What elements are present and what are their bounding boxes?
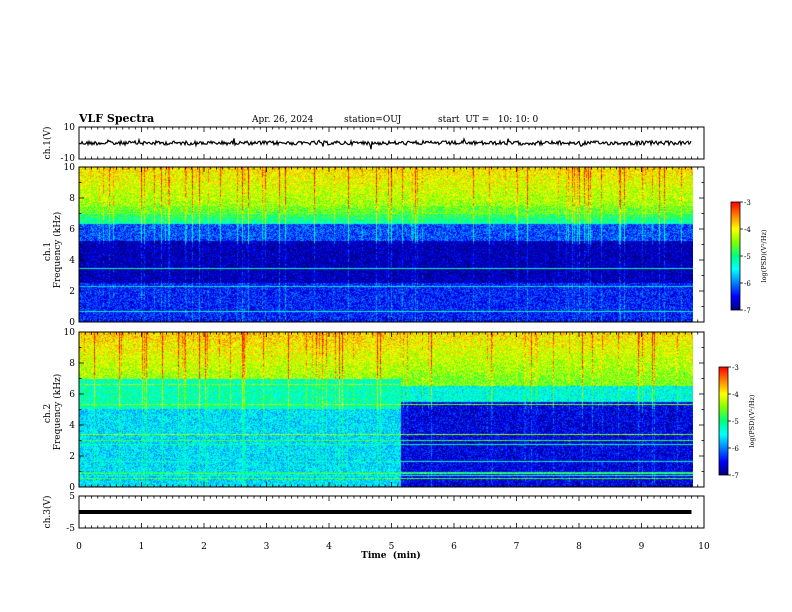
ch3-waveform-trace xyxy=(79,510,692,514)
ch2-cbtick--6: -6 xyxy=(732,445,739,453)
ch2-no-data-strip xyxy=(693,332,704,487)
ch1-spectrogram-frame xyxy=(78,166,705,323)
ch3-waveform-ylabel: ch.3(V) xyxy=(42,496,53,529)
date-label: Apr. 26, 2024 xyxy=(251,115,314,125)
x-tick-label-6: 6 xyxy=(451,542,457,552)
figure-title: VLF Spectra xyxy=(78,112,154,125)
ch2-spectrogram-ylabel: ch.2 Frequency (kHz) xyxy=(43,374,63,451)
ch1-ytick-top: 10 xyxy=(64,123,76,133)
x-tick-label-0: 0 xyxy=(76,542,82,552)
ch2-colorbar-ticks xyxy=(728,366,731,476)
ch1-waveform-frame xyxy=(78,126,705,160)
ch1-colorbar xyxy=(730,201,741,311)
panel-ch1-spectrogram: 0 2 4 6 8 10 ch.1 Frequency (kHz) -3 -4 … xyxy=(43,163,768,328)
ch1-ytick-6: 6 xyxy=(69,225,75,235)
ch1-colorbar-ticks xyxy=(740,201,743,311)
x-tick-label-8: 8 xyxy=(576,542,582,552)
start-time-label: start UT = 10: 10: 0 xyxy=(438,115,539,125)
ch1-cbtick--4: -4 xyxy=(744,226,751,234)
ch1-spectrogram-image xyxy=(79,167,704,322)
ch2-ytick-10: 10 xyxy=(64,328,76,338)
station-label: station=OUJ xyxy=(344,115,402,125)
x-tick-label-4: 4 xyxy=(326,542,332,552)
ch2-colorbar xyxy=(718,366,729,476)
ch1-ytick-4: 4 xyxy=(69,256,75,266)
ch2-spectrogram-image xyxy=(79,332,704,487)
x-axis-tick-labels: 0 1 2 3 4 5 6 7 8 9 10 xyxy=(76,542,710,552)
ch2-ytick-6: 6 xyxy=(69,390,75,400)
x-tick-label-7: 7 xyxy=(514,542,520,552)
ch1-ytick-10: 10 xyxy=(64,163,76,173)
ch2-ytick-0: 0 xyxy=(69,483,75,493)
ch1-spectrogram-ylabel: ch.1 Frequency (kHz) xyxy=(43,212,63,289)
ch1-cbtick--6: -6 xyxy=(744,280,751,288)
ch2-cbtick--3: -3 xyxy=(732,364,739,372)
x-tick-label-3: 3 xyxy=(264,542,270,552)
ch1-ylabel-channel: ch.1 xyxy=(43,242,53,261)
ch1-ytick-2: 2 xyxy=(69,287,75,297)
ch2-cbtick--7: -7 xyxy=(732,472,739,480)
ch2-ylabel-frequency: Frequency (kHz) xyxy=(52,374,63,451)
x-tick-label-1: 1 xyxy=(139,542,145,552)
ch1-cbtick--5: -5 xyxy=(744,253,751,261)
x-tick-label-2: 2 xyxy=(201,542,207,552)
x-tick-label-5: 5 xyxy=(389,542,395,552)
ch2-colorbar-label: log(PSD)(V²/Hz) xyxy=(748,394,756,447)
ch2-ytick-4: 4 xyxy=(69,421,75,431)
ch1-ytick-bottom: -10 xyxy=(61,154,76,164)
x-tick-label-10: 10 xyxy=(698,542,710,552)
ch1-waveform-ylabel: ch.1(V) xyxy=(42,127,53,160)
ch3-ytick-top: 5 xyxy=(69,492,75,502)
panel-ch1-waveform: 10 -10 ch.1(V) xyxy=(42,123,705,164)
ch1-no-data-strip xyxy=(693,167,704,322)
x-axis-label: Time (min) xyxy=(361,550,421,561)
ch2-ylabel-channel: ch.2 xyxy=(43,404,53,423)
panel-ch2-spectrogram: 0 2 4 6 8 10 ch.2 Frequency (kHz) -3 -4 … xyxy=(43,328,756,493)
ch2-spectrogram-frame xyxy=(78,331,705,488)
ch1-ylabel-frequency: Frequency (kHz) xyxy=(52,212,63,289)
ch1-cbtick--7: -7 xyxy=(744,307,751,315)
ch2-cbtick--4: -4 xyxy=(732,391,739,399)
x-tick-label-9: 9 xyxy=(639,542,645,552)
panel-ch3-waveform: 5 -5 ch.3(V) xyxy=(42,492,705,534)
ch1-ytick-8: 8 xyxy=(69,194,75,204)
ch1-waveform-trace xyxy=(78,137,692,150)
ch2-cbtick--5: -5 xyxy=(732,418,739,426)
ch2-ytick-8: 8 xyxy=(69,359,75,369)
ch3-ytick-bottom: -5 xyxy=(66,524,75,534)
ch1-colorbar-label: log(PSD)(V²/Hz) xyxy=(760,229,768,282)
ch1-ytick-0: 0 xyxy=(69,318,75,328)
ch1-cbtick--3: -3 xyxy=(744,199,751,207)
ch2-ytick-2: 2 xyxy=(69,452,75,462)
ch3-waveform-frame xyxy=(78,495,705,529)
